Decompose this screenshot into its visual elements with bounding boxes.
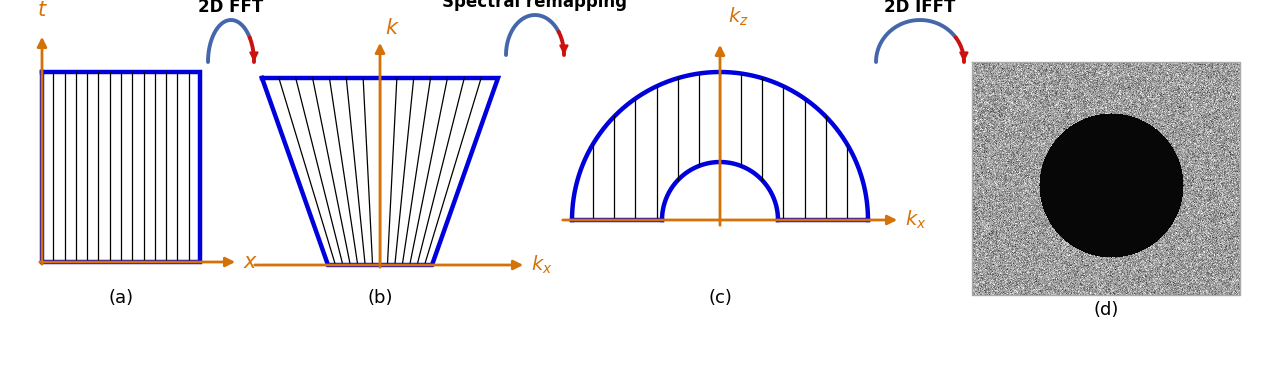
Text: 2D FFT: 2D FFT [198, 0, 264, 16]
Text: (a): (a) [108, 289, 133, 307]
Text: 2D IFFT: 2D IFFT [884, 0, 956, 16]
Text: (c): (c) [709, 289, 732, 307]
Text: $x$: $x$ [243, 252, 258, 272]
Text: (b): (b) [367, 289, 392, 307]
Text: $k_x$: $k_x$ [531, 254, 552, 276]
Text: $k$: $k$ [385, 18, 400, 38]
Text: Spectral remapping: Spectral remapping [442, 0, 627, 11]
Text: (d): (d) [1093, 301, 1119, 319]
Text: $t$: $t$ [37, 0, 47, 20]
Text: $k_z$: $k_z$ [728, 6, 749, 28]
Text: $k_x$: $k_x$ [906, 209, 926, 231]
